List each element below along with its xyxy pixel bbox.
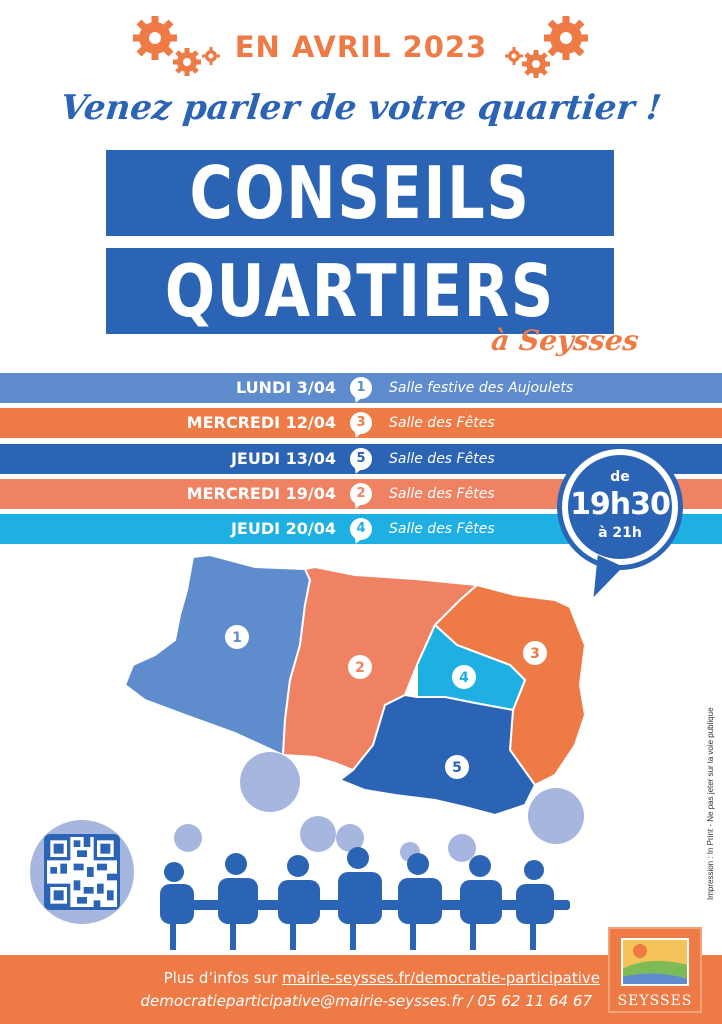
time-end: à 21h <box>598 525 642 541</box>
svg-text:2: 2 <box>355 660 365 676</box>
district-1-area <box>123 553 312 757</box>
imprint-notice: Impression : In Print - Ne pas jeter sur… <box>706 707 715 900</box>
district-map: 1 2 3 4 5 <box>123 553 587 817</box>
schedule-place: Salle des Fêtes <box>389 415 495 431</box>
tagline: Venez parler de votre quartier ! <box>58 88 664 128</box>
seysses-logo: SEYSSES <box>608 927 702 1013</box>
footer: Plus d’infos sur mairie-seysses.fr/democ… <box>0 955 722 1024</box>
schedule-place: Salle des Fêtes <box>389 521 495 537</box>
district-pin-icon: 2 <box>350 483 372 505</box>
footer-info-line: Plus d’infos sur mairie-seysses.fr/democ… <box>163 969 600 987</box>
logo-wordmark: SEYSSES <box>617 993 693 1009</box>
schedule-row-2: MERCREDI 12/04 3 Salle des Fêtes <box>0 408 722 438</box>
district-5-area <box>337 693 537 817</box>
schedule-day: JEUDI 20/04 <box>230 519 336 538</box>
schedule-day: MERCREDI 12/04 <box>186 413 336 432</box>
schedule-place: Salle des Fêtes <box>389 486 495 502</box>
qr-code-icon[interactable] <box>44 834 120 910</box>
svg-text:5: 5 <box>452 760 462 776</box>
title-line-2: QUARTIERS <box>106 248 614 334</box>
gears-left-icon <box>133 16 220 76</box>
svg-text:3: 3 <box>530 646 540 662</box>
footer-contact-line[interactable]: democratieparticipative@mairie-seysses.f… <box>140 992 593 1010</box>
schedule-place: Salle des Fêtes <box>389 451 495 467</box>
gears-right-icon <box>505 16 588 78</box>
website-link[interactable]: mairie-seysses.fr/democratie-participati… <box>282 969 600 987</box>
schedule-day: JEUDI 13/04 <box>230 449 336 468</box>
district-pin-icon: 5 <box>350 448 372 470</box>
subtitle-town: à Seysses <box>489 324 641 357</box>
schedule-day: LUNDI 3/04 <box>235 378 336 397</box>
schedule-row-1: LUNDI 3/04 1 Salle festive des Aujoulets <box>0 373 722 403</box>
district-pin-icon: 3 <box>350 412 372 434</box>
event-date-heading: EN AVRIL 2023 <box>234 30 488 64</box>
schedule-place: Salle festive des Aujoulets <box>389 380 574 396</box>
qr-bubble <box>30 820 134 924</box>
time-start: 19h30 <box>570 487 671 522</box>
district-pin-icon: 1 <box>350 377 372 399</box>
district-pin-icon: 4 <box>350 518 372 540</box>
svg-text:4: 4 <box>459 670 469 686</box>
schedule-day: MERCREDI 19/04 <box>186 484 336 503</box>
svg-text:1: 1 <box>232 630 242 646</box>
meeting-illustration <box>160 752 584 950</box>
time-bubble: de 19h30 à 21h <box>557 444 683 604</box>
time-from-label: de <box>610 469 630 485</box>
title-line-1: CONSEILS DE <box>106 150 614 321</box>
